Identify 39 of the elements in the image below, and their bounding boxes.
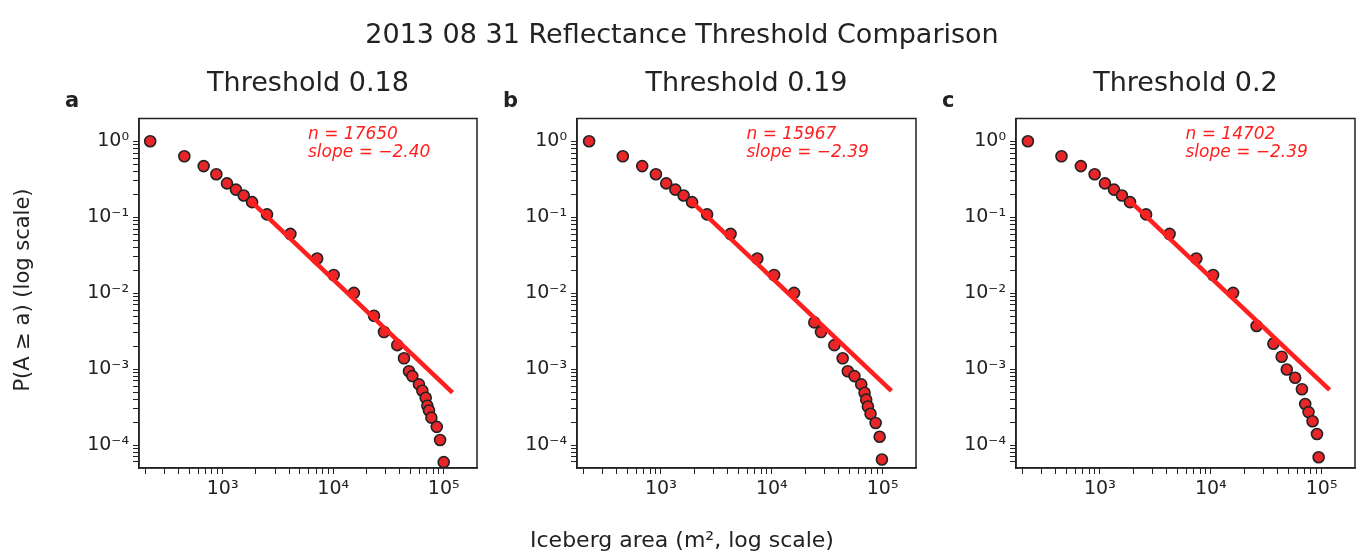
y-tick-label: 10⁻¹ [87, 204, 129, 227]
y-tick-label: 10⁻¹ [964, 204, 1006, 227]
chart-title: Threshold 0.18 [206, 66, 410, 97]
y-tick-label: 10⁻² [964, 280, 1006, 303]
x-tick-label: 10³ [1084, 476, 1116, 499]
x-tick-label: 10⁵ [427, 476, 460, 499]
annotation: n = 17650 [308, 123, 398, 144]
x-tick-label: 10⁵ [866, 476, 899, 499]
annotation: slope = −2.39 [1185, 141, 1308, 162]
chart-title: Threshold 0.19 [644, 66, 849, 97]
text: b [503, 88, 519, 112]
y-tick-label: 10⁰ [535, 128, 567, 151]
y-tick-label: 10⁻² [525, 280, 567, 303]
x-tick-label: 10⁴ [755, 476, 789, 499]
x-tick-label: 10⁵ [1305, 476, 1338, 499]
y-tick-label: 10⁻² [87, 280, 129, 303]
y-axis-title: P(A ≥ a) (log scale) [10, 186, 34, 394]
y-tick-label: 10⁻³ [87, 356, 129, 379]
y-tick-label: 10⁰ [97, 128, 129, 151]
text: a [65, 88, 80, 112]
chart-title: Threshold 0.2 [1092, 66, 1279, 97]
x-tick-label: 10⁴ [1194, 476, 1228, 499]
annotation: slope = −2.39 [746, 141, 869, 162]
text: c [942, 88, 955, 112]
x-axis-title: Iceberg area (m², log scale) [529, 527, 835, 552]
annotation: n = 14702 [1185, 123, 1276, 144]
annotation: n = 15967 [746, 123, 837, 144]
y-tick-label: 10⁻⁴ [87, 432, 130, 455]
annotation: slope = −2.40 [308, 141, 431, 162]
x-tick-label: 10³ [645, 476, 677, 499]
y-tick-label: 10⁻⁴ [964, 432, 1007, 455]
y-tick-label: 10⁻³ [525, 356, 567, 379]
x-tick-label: 10³ [206, 476, 239, 499]
y-tick-label: 10⁻³ [964, 356, 1006, 379]
y-tick-label: 10⁰ [974, 128, 1006, 151]
y-tick-label: 10⁻¹ [525, 204, 567, 227]
chart-subtitle: 2013 08 31 Reflectance Threshold Comparison [364, 18, 1000, 49]
y-tick-label: 10⁻⁴ [525, 432, 568, 455]
x-tick-label: 10⁴ [317, 476, 350, 499]
